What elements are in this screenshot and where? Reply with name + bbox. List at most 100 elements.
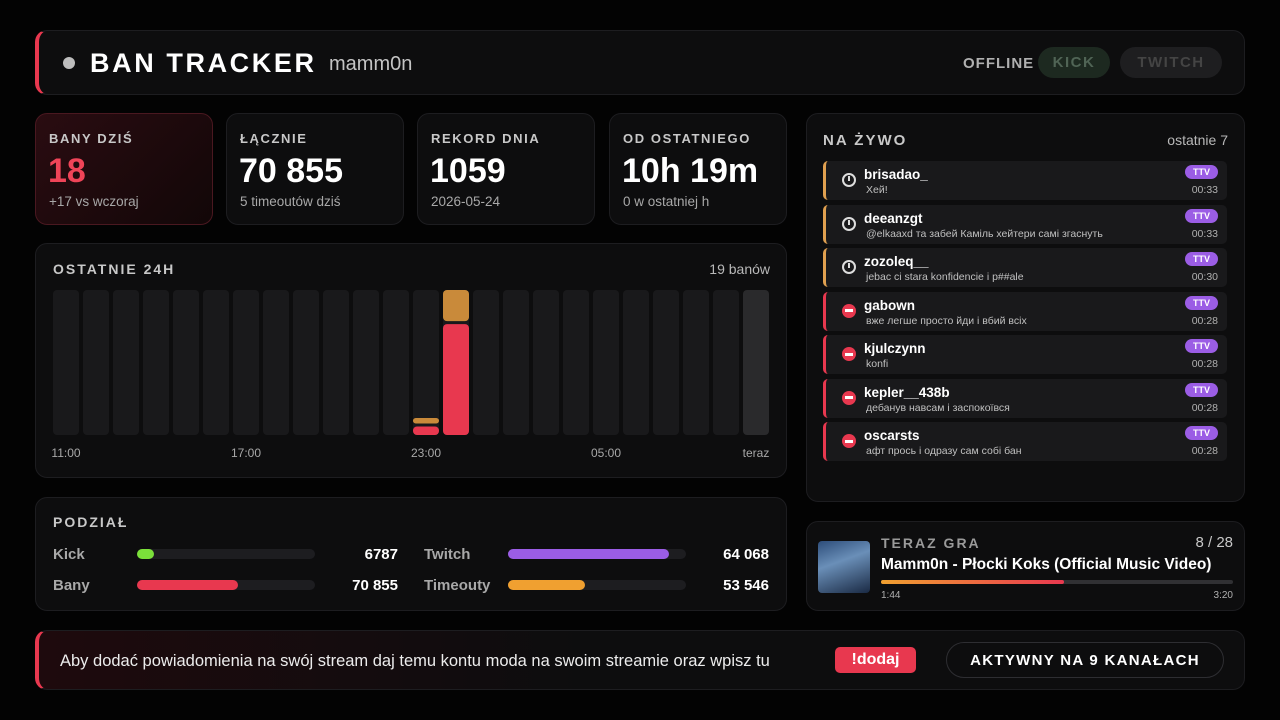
now-playing-panel <box>806 521 1245 611</box>
split-bar <box>137 580 239 590</box>
live-badge: TTV <box>1185 165 1218 179</box>
bar <box>413 426 439 435</box>
bar-slot <box>113 290 139 435</box>
stat-label: REKORD DNIA <box>431 131 541 146</box>
stat-card <box>417 113 595 225</box>
platform-button[interactable]: TWITCH <box>1120 47 1222 78</box>
live-item: deeanzgt @elkaaxd та забей Каміль хейтери… <box>823 204 1227 244</box>
live-message: konfi <box>866 358 889 370</box>
progress-track <box>881 580 1233 584</box>
stat-label: OD OSTATNIEGO <box>623 131 751 146</box>
x-tick-label: 17:00 <box>231 446 261 460</box>
bar-slot <box>383 290 409 435</box>
platform-button[interactable]: KICK <box>1038 47 1110 78</box>
stat-value: 1059 <box>430 152 506 190</box>
icon-detail <box>848 176 850 181</box>
bar-slot <box>473 290 499 435</box>
bar-slot <box>203 290 229 435</box>
icon-detail <box>845 396 853 399</box>
stat-value: 10h 19m <box>622 152 759 190</box>
split-value: 70 855 <box>352 577 398 594</box>
split-value: 64 068 <box>723 546 769 563</box>
live-icon <box>842 216 856 231</box>
split-bar <box>137 549 155 559</box>
stat-label: ŁĄCZNIE <box>240 131 308 146</box>
live-item: brisadao_ Хей! TTV 00:33 <box>823 161 1227 200</box>
live-message: вже легше просто йди і вбий всіх <box>866 314 1027 327</box>
stat-sub: 5 timeoutów dziś <box>240 194 341 209</box>
bar-slot <box>623 290 649 435</box>
channel: mamm0n <box>329 53 413 75</box>
live-title: NA ŻYWO <box>823 132 908 149</box>
stat-card <box>226 113 404 225</box>
icon-detail <box>845 352 853 356</box>
live-badge: TTV <box>1185 382 1218 397</box>
stat-label: BANY DZIŚ <box>49 131 134 146</box>
bar-slot <box>83 290 109 435</box>
live-icon <box>842 347 856 361</box>
live-time: 00:28 <box>1191 314 1218 327</box>
live-subtitle: ostatnie 7 <box>1167 132 1228 148</box>
bar <box>443 290 469 322</box>
bar-slot <box>683 290 709 435</box>
stat-sub: +17 vs wczoraj <box>49 194 139 209</box>
split-title: PODZIAŁ <box>53 514 129 530</box>
split-track <box>508 549 686 559</box>
live-message: @elkaaxd та забей Каміль хейтери самі зг… <box>866 227 1103 240</box>
bar <box>443 324 469 435</box>
stat-value: 18 <box>48 152 86 190</box>
bar-slot <box>563 290 589 435</box>
chart: OSTATNIE 24H 19 banów 11:00 17:00 23:00 05:00… <box>51 261 771 460</box>
live-message: афт прось і одразу сам собі бан <box>866 445 1022 457</box>
live-icon <box>842 390 856 405</box>
x-tick-label: 23:00 <box>411 446 441 460</box>
live-badge: TTV <box>1185 339 1218 353</box>
footer-text: Aby dodać powiadomienia na swój stream d… <box>60 652 770 670</box>
x-tick-label: 11:00 <box>51 446 80 460</box>
live-message: дебанув навсам і заспокоївся <box>866 401 1010 414</box>
stat-sub: 0 w ostatniej h <box>623 194 710 209</box>
live-time: 00:28 <box>1191 401 1218 414</box>
live-user: gabown <box>864 297 915 313</box>
x-tick-label: teraz <box>743 446 770 460</box>
split-label: Kick <box>53 546 85 563</box>
stat-sub: 2026-05-24 <box>431 194 501 209</box>
icon-detail <box>848 219 850 225</box>
bar-slot <box>293 290 319 435</box>
live-user: zozoleq__ <box>864 254 929 269</box>
bar-slot <box>233 290 259 435</box>
active-status: AKTYWNY NA 9 KANAŁACH <box>946 642 1224 678</box>
live-badge: TTV <box>1185 252 1218 266</box>
live-item: kepler__438b дебанув навсам і заспокоївся… <box>823 378 1227 418</box>
live-icon <box>842 434 856 448</box>
live-item: oscarsts афт прось і одразу сам собі бан T… <box>823 422 1227 461</box>
live-time: 00:28 <box>1191 358 1218 370</box>
bar-slot <box>353 290 379 435</box>
live-badge: TTV <box>1185 295 1218 310</box>
live-icon <box>842 173 856 187</box>
live-time: 00:33 <box>1191 184 1218 196</box>
live-user: kjulczynn <box>864 341 926 356</box>
live-item: gabown вже легше просто йди і вбий всіх TT… <box>823 291 1227 331</box>
live-badge: TTV <box>1185 208 1218 223</box>
icon-detail <box>845 309 853 312</box>
live-user: brisadao_ <box>864 167 928 182</box>
split-label: Twitch <box>424 546 471 563</box>
bar-slot <box>173 290 199 435</box>
live-icon <box>842 303 856 318</box>
chart-subtitle: 19 banów <box>709 261 771 277</box>
bar-slot <box>263 290 289 435</box>
live-icon <box>842 260 856 274</box>
live-badge: TTV <box>1185 426 1218 440</box>
album-art <box>818 541 870 593</box>
live-user: oscarsts <box>864 428 920 443</box>
stat-value: 70 855 <box>239 152 343 190</box>
stat-card <box>35 113 213 225</box>
split-bar <box>508 580 585 590</box>
elapsed: 1:44 <box>881 590 901 601</box>
status: OFFLINE <box>963 55 1035 72</box>
icon-detail <box>845 439 853 443</box>
x-tick-label: 05:00 <box>591 446 621 460</box>
